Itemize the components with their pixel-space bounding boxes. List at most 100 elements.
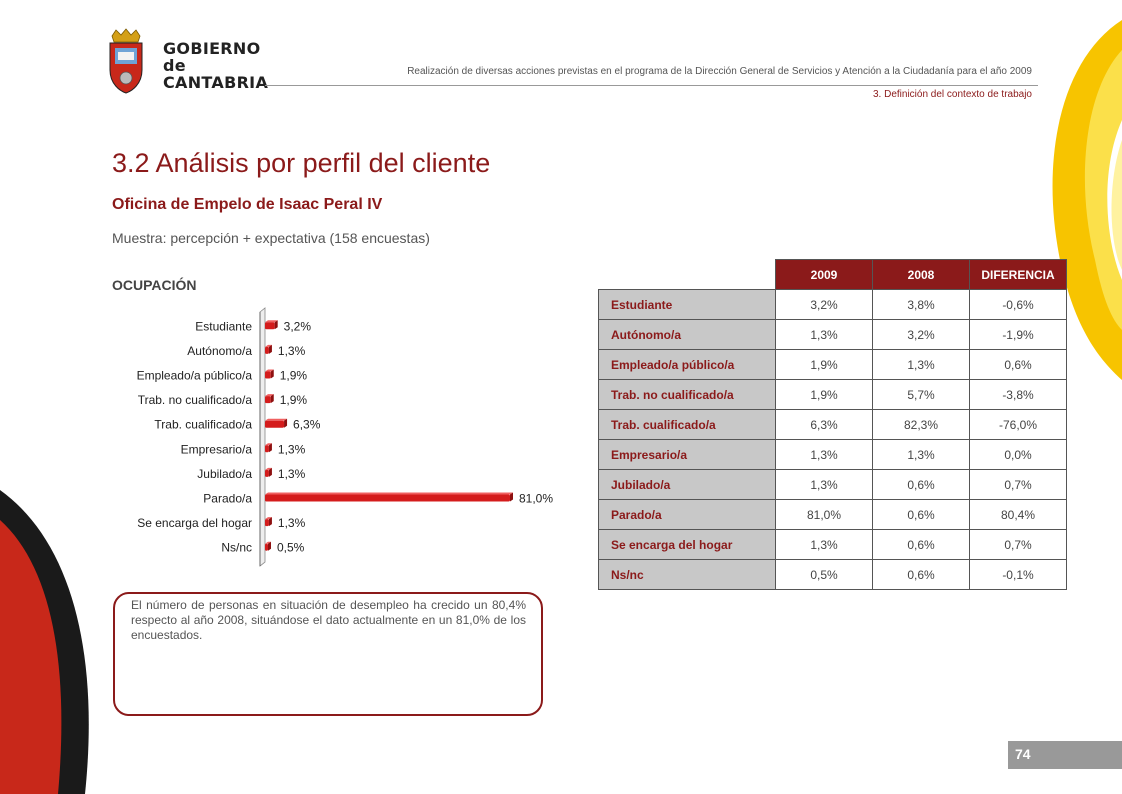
chart-axis-wall [259, 307, 266, 567]
bar-end [268, 443, 272, 453]
logo-line: GOBIERNO [163, 39, 261, 58]
bar [265, 346, 269, 354]
bar-end [268, 344, 272, 354]
bar-end [268, 541, 271, 551]
bar-top [265, 418, 288, 421]
cell-2008: 0,6% [872, 469, 970, 500]
cell-2009: 1,3% [775, 469, 873, 500]
cell-difference: -3,8% [969, 379, 1067, 410]
bar-top [265, 517, 272, 520]
data-label: 1,3% [278, 516, 306, 530]
data-label: 1,9% [280, 393, 308, 407]
sample-description: Muestra: percepción + expectativa (158 e… [112, 230, 430, 246]
page-number: 74 [1015, 746, 1031, 762]
data-label: 1,3% [278, 442, 306, 456]
row-label: Autónomo/a [598, 319, 776, 350]
bar-top [265, 320, 278, 323]
row-label: Empleado/a público/a [598, 349, 776, 380]
column-header-2008: 2008 [872, 259, 970, 290]
cell-2008: 5,7% [872, 379, 970, 410]
category-label: Ns/nc [221, 541, 252, 555]
bar-end [270, 369, 274, 379]
cell-2008: 3,2% [872, 319, 970, 350]
cell-2009: 81,0% [775, 499, 873, 530]
logo-line: CANTABRIA [163, 73, 269, 92]
cell-difference: 0,7% [969, 529, 1067, 560]
bar-top [265, 394, 274, 397]
page-title: 3.2 Análisis por perfil del cliente [112, 148, 491, 178]
row-label: Se encarga del hogar [598, 529, 776, 560]
table-header-row: 2009 2008 DIFERENCIA [599, 259, 1067, 290]
table-corner [599, 260, 776, 290]
cell-difference: -76,0% [969, 409, 1067, 440]
bar [265, 396, 271, 404]
logo-wordmark: GOBIERNO de CANTABRIA [163, 40, 268, 91]
cell-2009: 1,3% [775, 439, 873, 470]
bar-end [268, 467, 272, 477]
data-label: 3,2% [284, 319, 312, 333]
cell-2008: 0,6% [872, 499, 970, 530]
cell-2009: 1,3% [775, 319, 873, 350]
bar [265, 543, 268, 551]
comment-box [113, 592, 543, 716]
table-row: Autónomo/a 1,3% 3,2% -1,9% [598, 319, 1067, 350]
cell-2008: 0,6% [872, 529, 970, 560]
data-label: 6,3% [293, 418, 321, 432]
bar-end [510, 492, 513, 502]
bar-top [265, 492, 513, 495]
data-label: 0,5% [277, 541, 305, 555]
cell-2008: 1,3% [872, 439, 970, 470]
cell-difference: -0,1% [969, 559, 1067, 590]
bar [265, 519, 269, 527]
table-row: Ns/nc 0,5% 0,6% -0,1% [598, 559, 1067, 590]
table-row: Trab. no cualificado/a 1,9% 5,7% -3,8% [598, 379, 1067, 410]
bar-top [265, 467, 272, 470]
row-label: Ns/nc [598, 559, 776, 590]
table-row: Empleado/a público/a 1,9% 1,3% 0,6% [598, 349, 1067, 380]
cell-difference: -1,9% [969, 319, 1067, 350]
row-label: Empresario/a [598, 439, 776, 470]
category-label: Estudiante [195, 319, 252, 333]
table-row: Jubilado/a 1,3% 0,6% 0,7% [598, 469, 1067, 500]
logo-line: de [163, 56, 186, 75]
cell-2008: 82,3% [872, 409, 970, 440]
section-reference: 3. Definición del contexto de trabajo [873, 89, 1032, 100]
row-label: Trab. cualificado/a [598, 409, 776, 440]
category-label: Autónomo/a [187, 344, 252, 358]
bar [265, 469, 269, 477]
bar-top [265, 541, 271, 544]
document-title: Realización de diversas acciones previst… [407, 66, 1032, 77]
cell-difference: 0,6% [969, 349, 1067, 380]
bar-top [265, 443, 272, 446]
data-label: 1,9% [280, 369, 308, 383]
bar [265, 420, 285, 428]
cell-2009: 3,2% [775, 289, 873, 320]
category-label: Trab. no cualificado/a [138, 393, 253, 407]
bar [265, 445, 269, 453]
column-header-2009: 2009 [775, 259, 873, 290]
chart-section-label: OCUPACIÓN [112, 277, 197, 293]
cell-2008: 0,6% [872, 559, 970, 590]
category-label: Empresario/a [181, 442, 253, 456]
bar [265, 322, 275, 330]
row-label: Estudiante [598, 289, 776, 320]
page-subtitle: Oficina de Empelo de Isaac Peral IV [112, 196, 383, 213]
bar [265, 494, 510, 502]
table-row: Trab. cualificado/a 6,3% 82,3% -76,0% [598, 409, 1067, 440]
bar-top [265, 344, 272, 347]
cell-2008: 1,3% [872, 349, 970, 380]
bar-top [265, 369, 274, 372]
cell-2009: 1,9% [775, 379, 873, 410]
comment-text: El número de personas en situación de de… [131, 598, 526, 642]
data-label: 1,3% [278, 344, 306, 358]
coat-of-arms-icon [109, 28, 143, 94]
occupation-bar-chart: Estudiante 3,2% Autónomo/a 1,3% Empleado/a p… [137, 307, 553, 567]
table-row: Estudiante 3,2% 3,8% -0,6% [598, 289, 1067, 320]
category-label: Parado/a [203, 492, 252, 506]
category-label: Jubilado/a [197, 467, 252, 481]
cell-2008: 3,8% [872, 289, 970, 320]
category-label: Trab. cualificado/a [154, 418, 252, 432]
cell-difference: 0,7% [969, 469, 1067, 500]
row-label: Parado/a [598, 499, 776, 530]
